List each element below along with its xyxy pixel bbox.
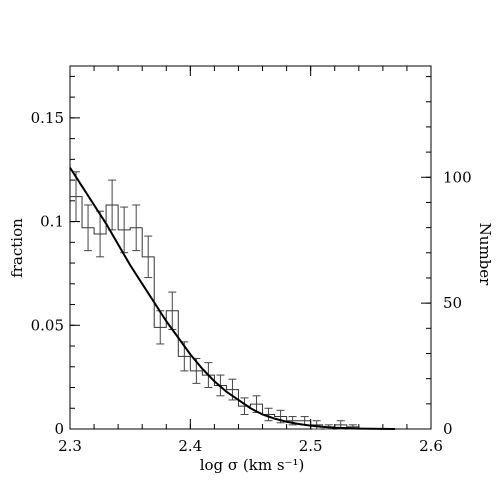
model-curve (69, 167, 395, 430)
y-tick-label-right: 100 (443, 168, 472, 186)
histogram-bar (118, 230, 130, 429)
histogram-bar (106, 205, 118, 429)
y-tick-label-right: 0 (443, 420, 453, 438)
histogram-bar (142, 257, 154, 429)
histogram-outline (70, 196, 371, 430)
error-bar (240, 397, 249, 415)
x-tick-label: 2.4 (178, 437, 202, 455)
y-tick-label-right: 50 (443, 294, 462, 312)
y-axis-label-right: Number (476, 223, 494, 286)
y-tick-label-left: 0 (54, 420, 64, 438)
error-bar (132, 204, 141, 252)
x-axis-label: log σ (km s⁻¹) (200, 456, 305, 474)
error-bar (264, 407, 273, 422)
histogram-bar (130, 228, 142, 429)
histogram-bar (70, 197, 82, 429)
plot-frame (69, 65, 432, 430)
x-tick-label: 2.5 (299, 437, 323, 455)
histogram-bar (82, 228, 94, 429)
histogram (70, 196, 371, 430)
y-axis-label-left: fraction (8, 218, 26, 278)
x-tick-label: 2.3 (58, 437, 82, 455)
y-tick-label-left: 0.05 (31, 316, 64, 334)
error-bar (84, 204, 93, 252)
error-bar (144, 235, 153, 279)
x-tick-label: 2.6 (419, 437, 443, 455)
y-tick-label-left: 0.1 (40, 213, 64, 231)
y-tick-label-left: 0.15 (31, 109, 64, 127)
error-bar (120, 206, 129, 254)
plot-area (69, 65, 432, 430)
histogram-bar (94, 234, 106, 429)
error-bar (312, 420, 321, 430)
